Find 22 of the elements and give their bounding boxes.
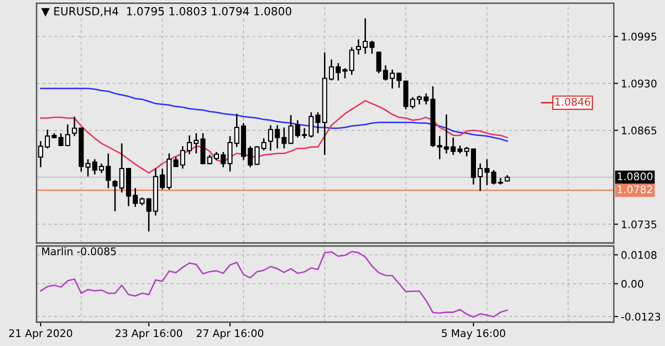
candlestick [38, 140, 44, 168]
x-tick-label: 21 Apr 2020 [9, 329, 72, 340]
candlestick [268, 124, 274, 152]
candlestick [112, 179, 118, 212]
line-series [40, 100, 508, 174]
line-series [40, 88, 508, 142]
y-tick-label: 1.0735 [622, 220, 656, 228]
y-tick-label: 1.0995 [622, 32, 656, 41]
x-tick-label: 5 May 16:00 [442, 329, 506, 340]
candlestick [261, 138, 266, 152]
ref-line-label: 1.0782 [618, 185, 652, 194]
y-tick-label: 0.00 [621, 280, 644, 288]
x-tick-label: 27 Apr 16:00 [196, 329, 264, 340]
chart-title: Marlin -0.0085 [42, 247, 116, 256]
y-tick-label: -0.0123 [621, 312, 660, 321]
y-tick-label: 0.0108 [621, 251, 656, 259]
y-tick-label: 1.0930 [622, 80, 656, 88]
y-tick-label: 1.0865 [622, 126, 656, 134]
chart-title: ▼ EURUSD,H4 1.0795 1.0803 1.0794 1.0800 [41, 7, 292, 17]
x-tick-label: 23 Apr 16:00 [116, 329, 182, 340]
text: 1.0846 [555, 98, 590, 106]
ref-line-label: 1.0800 [618, 172, 652, 180]
